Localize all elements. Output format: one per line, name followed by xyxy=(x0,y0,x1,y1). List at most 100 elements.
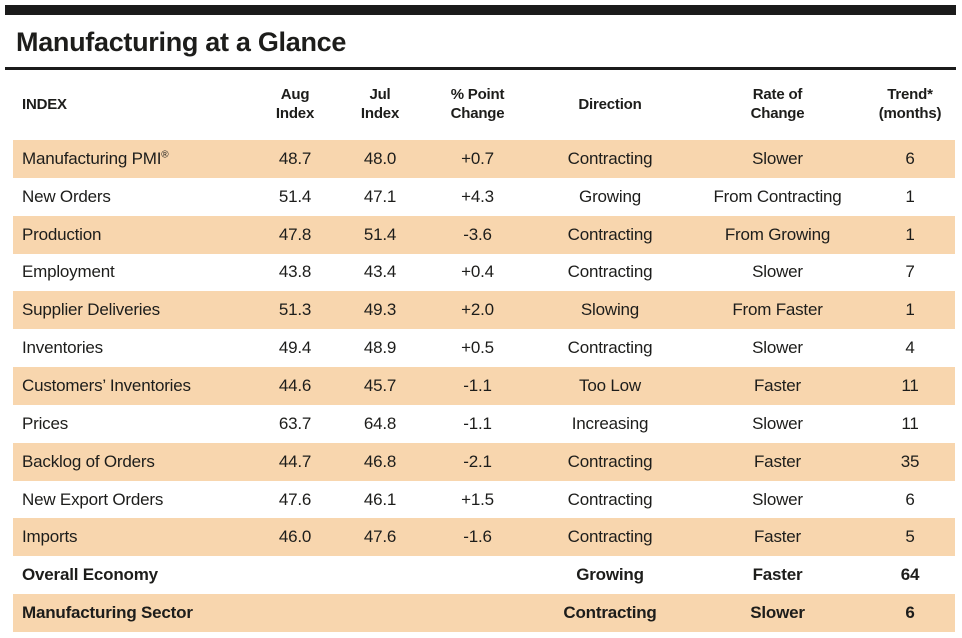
cell-trend: 6 xyxy=(905,148,915,168)
cell-jul: 47.6 xyxy=(363,527,397,547)
cell-direction: Slowing xyxy=(580,300,640,320)
cell-index: Imports xyxy=(22,527,78,547)
cell-jul: 46.8 xyxy=(363,451,397,471)
cell-rate: Faster xyxy=(752,565,803,585)
cell-change: +0.7 xyxy=(461,148,494,168)
cell-rate: Slower xyxy=(752,262,803,282)
cell-index: Employment xyxy=(22,262,115,282)
manufacturing-glance-table: INDEX Aug Index Jul Index % Point Change… xyxy=(13,70,955,632)
top-accent-bar xyxy=(5,5,956,15)
cell-direction: Growing xyxy=(579,186,641,206)
cell-trend: 6 xyxy=(905,489,915,509)
table-row: Manufacturing Sector Contracting Slower 6 xyxy=(13,594,955,632)
cell-change: -3.6 xyxy=(463,224,492,244)
cell-direction: Increasing xyxy=(571,413,649,433)
cell-index: New Export Orders xyxy=(22,489,164,509)
cell-trend: 6 xyxy=(905,603,915,623)
table-row: Overall Economy Growing Faster 64 xyxy=(13,556,955,594)
cell-trend: 5 xyxy=(905,527,915,547)
cell-rate: Slower xyxy=(752,413,803,433)
cell-jul: 47.1 xyxy=(363,186,397,206)
cell-index: Customers’ Inventories xyxy=(22,375,191,395)
table-row: New Export Orders 47.6 46.1 +1.5 Contracting… xyxy=(13,481,955,519)
cell-direction: Contracting xyxy=(567,338,653,358)
title-divider-rule xyxy=(5,67,956,70)
cell-index: New Orders xyxy=(22,186,111,206)
table-row: Backlog of Orders 44.7 46.8 -2.1 Contracting… xyxy=(13,442,955,481)
cell-rate: Faster xyxy=(754,451,801,471)
cell-jul: 48.9 xyxy=(363,338,397,358)
cell-jul: 43.4 xyxy=(363,262,397,282)
cell-rate: Slower xyxy=(752,148,803,168)
table-row: Customers’ Inventories 44.6 45.7 -1.1 Too Lo… xyxy=(13,367,955,405)
cell-aug: 44.6 xyxy=(278,375,312,395)
table-body: Manufacturing PMI® 48.7 48.0 +0.7 Contractin… xyxy=(13,140,955,632)
page-title: Manufacturing at a Glance xyxy=(16,27,347,57)
cell-change: +1.5 xyxy=(461,489,494,509)
cell-jul: 45.7 xyxy=(363,375,397,395)
cell-direction: Growing xyxy=(576,565,644,585)
cell-direction: Contracting xyxy=(567,148,653,168)
cell-index: Supplier Deliveries xyxy=(22,300,160,320)
cell-trend: 64 xyxy=(900,565,920,585)
cell-index: Manufacturing Sector xyxy=(22,603,193,623)
cell-index: Production xyxy=(22,224,102,244)
cell-direction: Contracting xyxy=(563,603,657,623)
cell-direction: Contracting xyxy=(567,224,653,244)
table-row: Production 47.8 51.4 -3.6 Contracting From Gr… xyxy=(13,215,955,254)
cell-aug: 49.4 xyxy=(278,338,312,358)
cell-aug: 47.8 xyxy=(278,224,312,244)
table-row: Supplier Deliveries 51.3 49.3 +2.0 Slowing Fr… xyxy=(13,291,955,330)
cell-rate: From Growing xyxy=(724,224,831,244)
cell-jul: 49.3 xyxy=(363,300,397,320)
cell-aug: 43.8 xyxy=(278,262,312,282)
cell-trend: 4 xyxy=(905,338,915,358)
cell-direction: Contracting xyxy=(567,262,653,282)
col-header-point-change: % Point Change xyxy=(450,86,505,122)
cell-index: Overall Economy xyxy=(22,565,158,585)
table-row: Inventories 49.4 48.9 +0.5 Contracting Slower… xyxy=(13,329,955,367)
cell-aug: 63.7 xyxy=(278,413,312,433)
table-row: Imports 46.0 47.6 -1.6 Contracting Faster 5 xyxy=(13,518,955,557)
cell-jul: 64.8 xyxy=(363,413,397,433)
cell-index: Manufacturing PMI® xyxy=(22,148,169,168)
cell-trend: 7 xyxy=(905,262,915,282)
cell-change: -1.1 xyxy=(463,375,492,395)
cell-rate: Slower xyxy=(752,489,803,509)
table-header-row: INDEX Aug Index Jul Index % Point Change… xyxy=(13,70,955,140)
cell-change: +2.0 xyxy=(461,300,494,320)
cell-trend: 11 xyxy=(901,413,919,433)
cell-index: Inventories xyxy=(22,338,103,358)
cell-jul: 51.4 xyxy=(363,224,397,244)
cell-rate: From Faster xyxy=(732,300,823,320)
cell-aug: 47.6 xyxy=(278,489,312,509)
cell-trend: 1 xyxy=(905,186,915,206)
col-header-index: INDEX xyxy=(22,95,67,113)
col-header-aug-index: Aug Index xyxy=(275,86,315,122)
cell-change: +0.5 xyxy=(461,338,494,358)
cell-change: +4.3 xyxy=(461,186,494,206)
cell-rate: Faster xyxy=(754,375,801,395)
cell-index: Prices xyxy=(22,413,69,433)
col-header-rate-of-change: Rate of Change xyxy=(750,86,805,122)
cell-trend: 1 xyxy=(905,300,915,320)
table-row: Employment 43.8 43.4 +0.4 Contracting Slower 7 xyxy=(13,254,955,292)
cell-rate: Slower xyxy=(752,338,803,358)
cell-change: -1.6 xyxy=(463,527,492,547)
cell-aug: 48.7 xyxy=(278,148,312,168)
cell-aug: 51.4 xyxy=(278,186,312,206)
cell-direction: Too Low xyxy=(579,375,641,395)
cell-trend: 11 xyxy=(901,375,919,395)
registered-trademark-symbol: ® xyxy=(161,149,169,161)
cell-aug: 51.3 xyxy=(278,300,312,320)
cell-aug: 46.0 xyxy=(278,527,312,547)
col-header-direction: Direction xyxy=(578,95,642,113)
table-row: New Orders 51.4 47.1 +4.3 Growing From Contra… xyxy=(13,178,955,216)
table-row: Prices 63.7 64.8 -1.1 Increasing Slower 11 xyxy=(13,405,955,443)
col-header-jul-index: Jul Index xyxy=(360,86,400,122)
cell-direction: Contracting xyxy=(567,489,653,509)
cell-change: -2.1 xyxy=(463,451,492,471)
cell-trend: 1 xyxy=(905,224,915,244)
cell-aug: 44.7 xyxy=(278,451,312,471)
